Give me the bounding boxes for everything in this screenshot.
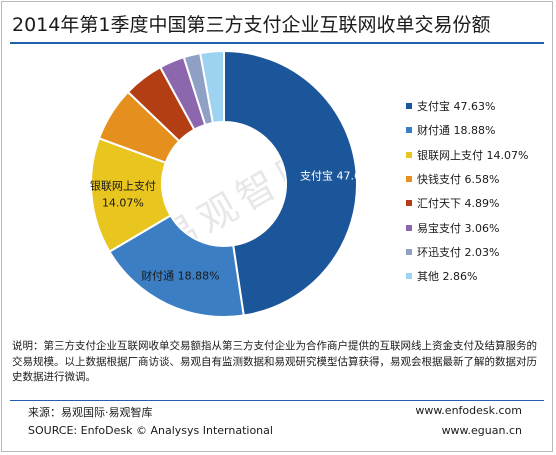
donut-slice-1 [223, 49, 358, 317]
chart-note: 说明：第三方支付企业互联网收单交易额指从第三方支付企业为合作商户提供的互联网线上… [12, 340, 537, 383]
legend-swatch [406, 224, 412, 231]
legend-item-2: 财付通 18.88% [406, 118, 528, 142]
legend-label: 银联网上支付 14.07% [417, 148, 529, 162]
source-en: SOURCE: EnfoDesk © Analysys Internationa… [28, 424, 273, 437]
legend-swatch [406, 248, 412, 255]
legend-item-4: 快钱支付 6.58% [406, 167, 528, 191]
legend-item-3: 银联网上支付 14.07% [406, 143, 528, 167]
legend-swatch [406, 176, 412, 183]
legend-swatch [406, 200, 412, 207]
chart-legend: 支付宝 47.63% 财付通 18.88% 银联网上支付 14.07% 快钱支付 6.… [406, 94, 528, 288]
legend-label: 支付宝 47.63% [417, 100, 496, 114]
donut-slice-8 [199, 49, 225, 125]
legend-swatch [406, 151, 412, 158]
data-label-3: 银联网上支付 [90, 178, 156, 192]
legend-swatch [406, 103, 412, 110]
legend-item-5: 汇付天下 4.89% [406, 191, 528, 215]
footer-url-enfodesk[interactable]: www.enfodesk.com [415, 404, 522, 417]
legend-item-6: 易宝支付 3.06% [406, 215, 528, 239]
data-label-3-value: 14.07% [102, 196, 144, 209]
legend-label: 环迅支付 2.03% [417, 245, 500, 259]
legend-label: 易宝支付 3.06% [417, 221, 500, 235]
legend-item-8: 其他 2.86% [406, 264, 528, 288]
legend-label: 快钱支付 6.58% [417, 173, 500, 187]
footer-divider [10, 400, 544, 401]
source-cn: 来源：易观国际·易观智库 [28, 406, 153, 419]
legend-swatch [406, 127, 412, 134]
title-divider [10, 42, 544, 44]
legend-item-1: 支付宝 47.63% [406, 94, 528, 118]
chart-title: 2014年第1季度中国第三方支付企业互联网收单交易份额 [12, 14, 491, 36]
legend-label: 其他 2.86% [417, 270, 478, 284]
footer-url-eguan[interactable]: www.eguan.cn [441, 424, 522, 437]
legend-item-7: 环迅支付 2.03% [406, 240, 528, 264]
legend-label: 汇付天下 4.89% [417, 197, 500, 211]
legend-swatch [406, 273, 412, 280]
legend-label: 财付通 18.88% [417, 124, 496, 138]
data-label-1: 支付宝 47.63% [300, 168, 378, 182]
data-label-2: 财付通 18.88% [141, 269, 219, 283]
donut-slice-2 [108, 214, 245, 318]
